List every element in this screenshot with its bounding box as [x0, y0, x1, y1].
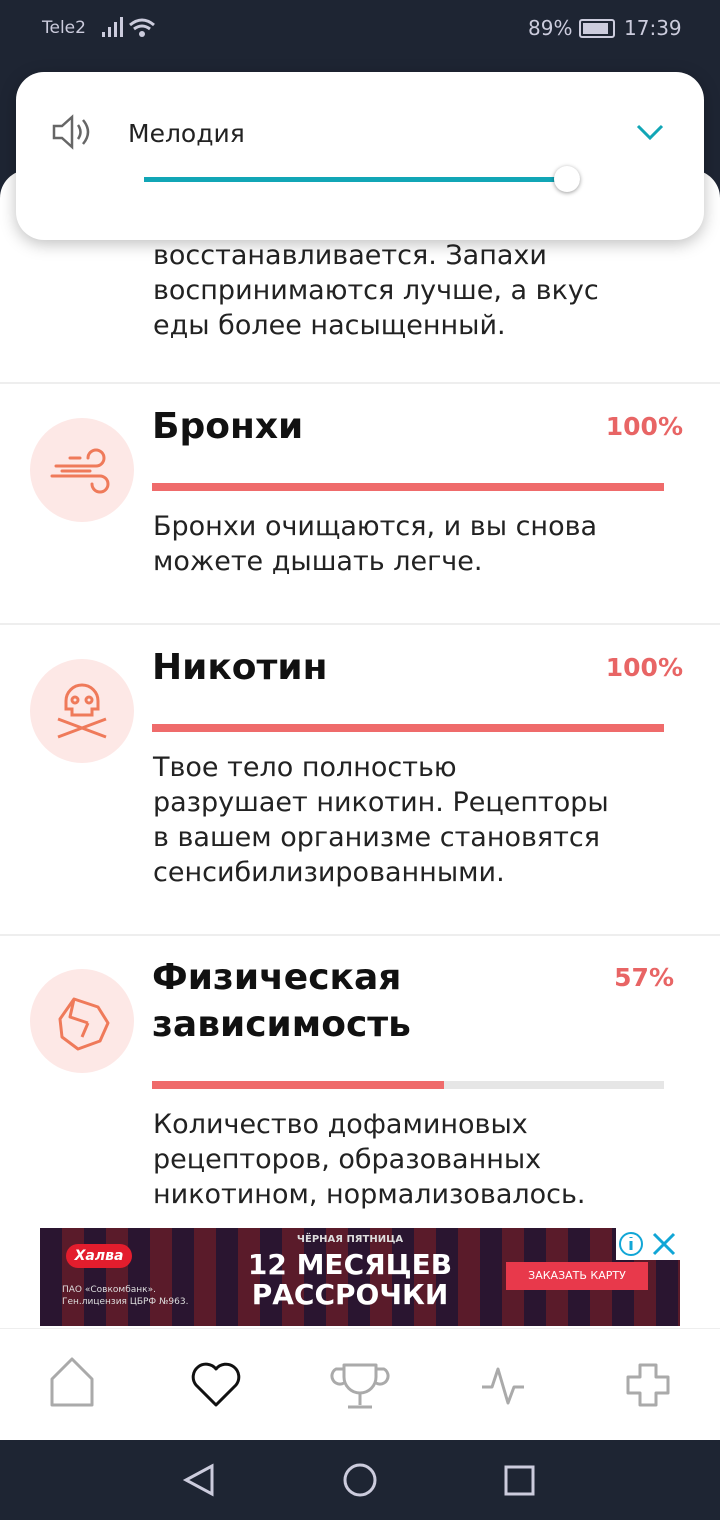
time: 17:39	[624, 16, 682, 40]
recents-button[interactable]	[504, 1465, 535, 1496]
text-line: сенсибилизированными.	[153, 857, 505, 888]
back-button[interactable]	[182, 1463, 214, 1497]
headline-line: РАССРОЧКИ	[251, 1278, 449, 1311]
ad-button[interactable]: ЗАКАЗАТЬ КАРТУ	[506, 1262, 648, 1290]
legal-line: ПАО «Совкомбанк».	[62, 1285, 156, 1295]
progress-label: 57%	[614, 963, 674, 992]
text-line: разрушает никотин. Рецепторы	[153, 787, 609, 818]
item-title: Никотин	[152, 644, 327, 691]
content	[0, 170, 720, 1330]
item-description: Количество дофаминовых рецепторов, образо…	[153, 1107, 586, 1212]
ad-headline: 12 МЕСЯЦЕВ РАССРОЧКИ	[230, 1250, 470, 1310]
text-line: рецепторов, образованных	[153, 1144, 542, 1175]
title-line: Никотин	[152, 647, 328, 688]
volume-slider[interactable]	[144, 166, 580, 192]
system-nav	[182, 1463, 535, 1497]
progress-track	[152, 724, 664, 732]
speaker-icon[interactable]	[50, 112, 94, 152]
item-description: Бронхи очищаются, и вы снова можете дышат…	[153, 509, 597, 579]
legal-line: Ген.лицензия ЦБРФ №963.	[62, 1297, 189, 1307]
ad-brand: Халва	[66, 1244, 132, 1268]
progress-bar	[152, 724, 664, 732]
progress-track	[152, 483, 664, 491]
progress-label: 100%	[605, 412, 683, 441]
ad-tagline: ЧЁРНАЯ ПЯТНИЦА	[296, 1234, 404, 1245]
carrier: Tele2	[42, 18, 86, 38]
divider	[0, 934, 720, 936]
divider	[0, 382, 720, 384]
trophy-tab[interactable]	[330, 1363, 390, 1409]
text-line: Твое тело полностью	[153, 752, 457, 783]
ad-controls[interactable]	[616, 1228, 680, 1260]
item-description: Твое тело полностью разрушает никотин. Ре…	[153, 750, 609, 890]
text-line: Количество дофаминовых	[153, 1109, 528, 1140]
home-tab[interactable]	[50, 1357, 94, 1407]
health-tab[interactable]	[191, 1362, 241, 1407]
progress-label: 100%	[605, 653, 683, 682]
ad-banner[interactable]: Халва ПАО «Совкомбанк». Ген.лицензия ЦБРФ…	[40, 1228, 680, 1326]
status-bar: Tele2 89% 17:39	[0, 0, 720, 60]
slider-fill	[144, 177, 567, 182]
nav-icons	[50, 1357, 670, 1409]
item-title: Бронхи	[152, 403, 303, 450]
headline-line: 12 МЕСЯЦЕВ	[247, 1248, 453, 1281]
title-line: Физическая	[152, 957, 402, 998]
progress-track	[152, 1081, 664, 1089]
nicotine-icon	[30, 659, 134, 763]
slider-thumb[interactable]	[553, 166, 580, 192]
progress-bar	[152, 483, 664, 491]
bottom-nav	[0, 1328, 720, 1440]
item-title: Физическая зависимость	[152, 954, 411, 1048]
activity-tab[interactable]	[482, 1367, 524, 1405]
title-line: зависимость	[152, 1004, 411, 1045]
battery: 89%	[528, 16, 573, 40]
volume-label: Мелодия	[128, 119, 245, 148]
text-line: в вашем организме становятся	[153, 822, 600, 853]
title-line: Бронхи	[152, 406, 304, 447]
text-line: никотином, нормализовалось.	[153, 1179, 586, 1210]
progress-bar	[152, 1081, 444, 1089]
expand-icon[interactable]	[634, 120, 666, 144]
divider	[0, 623, 720, 625]
ad-legal: ПАО «Совкомбанк». Ген.лицензия ЦБРФ №963.	[62, 1284, 188, 1308]
text-line: можете дышать легче.	[153, 546, 483, 577]
home-button[interactable]	[343, 1463, 377, 1497]
text-line: Бронхи очищаются, и вы снова	[153, 511, 598, 542]
plus-tab[interactable]	[626, 1363, 670, 1407]
volume-popup: Мелодия	[16, 72, 704, 240]
text-line: еды более насыщенный.	[153, 310, 506, 341]
text-line: воспринимаются лучше, а вкус	[153, 275, 599, 306]
bronchi-icon	[30, 418, 134, 522]
battery-icon	[579, 19, 615, 38]
signal-icons	[102, 17, 155, 37]
text-line: восстанавливается. Запахи	[153, 240, 547, 271]
fist-icon	[30, 969, 134, 1073]
intro-text: восстанавливается. Запахи воспринимаются …	[153, 238, 599, 343]
